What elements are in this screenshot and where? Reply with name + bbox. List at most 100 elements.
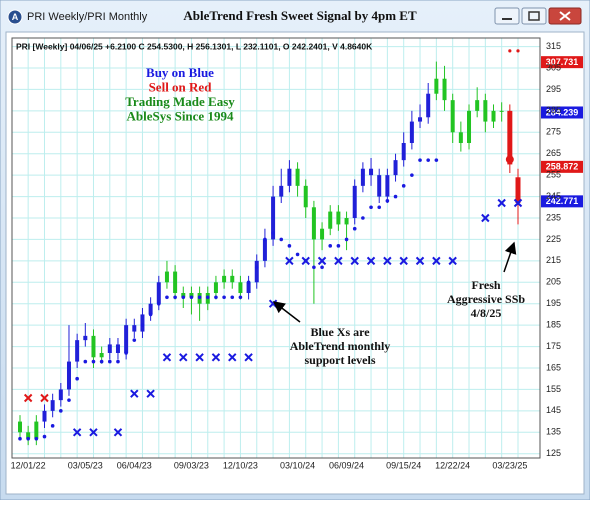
y-tick-label: 135	[546, 427, 561, 437]
trailing-stop-dot	[205, 295, 210, 300]
support-x	[366, 256, 376, 266]
y-tick-label: 195	[546, 298, 561, 308]
minimize-button[interactable]	[494, 7, 520, 25]
y-tick-label: 225	[546, 234, 561, 244]
y-tick-label: 275	[546, 127, 561, 137]
candle-body	[385, 175, 390, 197]
trailing-stop-dot	[336, 244, 341, 248]
trailing-stop-dot	[189, 295, 194, 300]
candle-body	[418, 117, 423, 122]
candle-body	[287, 168, 292, 186]
support-x	[317, 256, 327, 266]
candle-body	[222, 275, 227, 283]
callout-text: Blue Xs are	[310, 325, 370, 339]
candle-body	[369, 168, 374, 176]
price-tag	[541, 160, 583, 173]
support-x	[211, 353, 221, 362]
y-tick-label: 125	[546, 448, 561, 458]
y-tick-label: 175	[546, 341, 561, 351]
app-icon-letter: A	[12, 12, 19, 22]
candle-body	[148, 303, 153, 315]
support-x	[285, 256, 294, 266]
trailing-stop-dot	[312, 265, 316, 270]
candle-body	[303, 185, 308, 208]
sell-x	[23, 393, 33, 403]
y-tick-label: 205	[546, 277, 561, 287]
y-tick-label: 265	[546, 148, 561, 158]
candle-body	[173, 271, 178, 293]
trailing-stop-dot	[214, 295, 218, 300]
trailing-stop-dot	[352, 226, 357, 231]
support-x	[432, 256, 441, 266]
chart-panel	[5, 31, 585, 495]
trailing-stop-dot	[222, 295, 226, 300]
candle-body	[426, 93, 431, 118]
x-tick-label: 12/10/23	[223, 460, 258, 470]
chart-title: AbleTrend Fresh Sweet Signal by 4pm ET	[183, 8, 417, 23]
candle-body	[483, 100, 488, 122]
price-tag-label: 258.872	[546, 162, 579, 172]
candle-body	[115, 344, 120, 353]
candle-body	[393, 160, 398, 176]
support-x	[244, 353, 253, 362]
candle-body	[230, 275, 235, 283]
candle-body	[491, 110, 496, 122]
trailing-stop-dot	[410, 173, 414, 177]
promo-note: AbleSys Since 1994	[127, 108, 234, 123]
grid	[12, 38, 540, 458]
candle-body	[295, 168, 300, 186]
candle-body	[475, 100, 480, 111]
candle-body	[377, 175, 382, 197]
candle-body	[124, 325, 129, 353]
trailing-stop-dot	[165, 295, 169, 300]
support-x	[89, 428, 98, 437]
y-tick-label: 235	[546, 212, 561, 222]
price-tag-label: 242.771	[546, 196, 579, 206]
trailing-stop-dot	[116, 359, 120, 364]
maximize-button[interactable]	[521, 7, 547, 25]
candle-body	[99, 353, 104, 358]
support-x	[399, 256, 408, 266]
trailing-stop-dot	[344, 237, 349, 242]
price-tag	[541, 195, 583, 208]
y-tick-label: 155	[546, 384, 561, 394]
x-tick-label: 09/15/24	[386, 460, 421, 470]
support-x	[334, 256, 343, 266]
price-tag-label: 284.239	[546, 107, 579, 117]
signal-dot	[505, 155, 514, 164]
y-tick-label: 245	[546, 191, 561, 201]
trailing-stop-dot	[328, 244, 333, 248]
callout-arrow	[503, 241, 517, 273]
trailing-stop-dot	[279, 237, 284, 242]
candle-body	[311, 207, 316, 240]
candle-body	[467, 110, 472, 143]
trailing-stop-dot	[67, 398, 71, 402]
trailing-stop-dot	[361, 216, 365, 220]
support-x	[497, 198, 506, 208]
y-tick-label: 145	[546, 405, 561, 415]
candle-body	[320, 228, 325, 240]
candle-body	[238, 282, 243, 293]
price-tag-label: 307.731	[546, 57, 579, 67]
candle-body	[132, 325, 137, 332]
trailing-stop-dot	[238, 295, 243, 300]
trailing-stop-dot	[42, 434, 47, 439]
candle-body	[336, 211, 341, 225]
candle-body	[262, 239, 267, 261]
trailing-stop-dot	[320, 265, 324, 270]
candle-body	[181, 293, 186, 298]
support-x	[513, 198, 523, 208]
callout-text: Aggressive SSb	[447, 292, 525, 306]
support-x	[113, 428, 123, 437]
trailing-stop-dot	[59, 409, 63, 413]
window-title: PRI Weekly/PRI Monthly	[27, 11, 148, 23]
signal-dot	[516, 49, 520, 53]
y-tick-label: 295	[546, 84, 561, 94]
candle-body	[213, 282, 218, 293]
support-x	[146, 389, 155, 398]
trailing-stop-dot	[246, 280, 251, 285]
signal-dot	[508, 49, 512, 53]
trailing-stop-dot	[377, 205, 382, 210]
